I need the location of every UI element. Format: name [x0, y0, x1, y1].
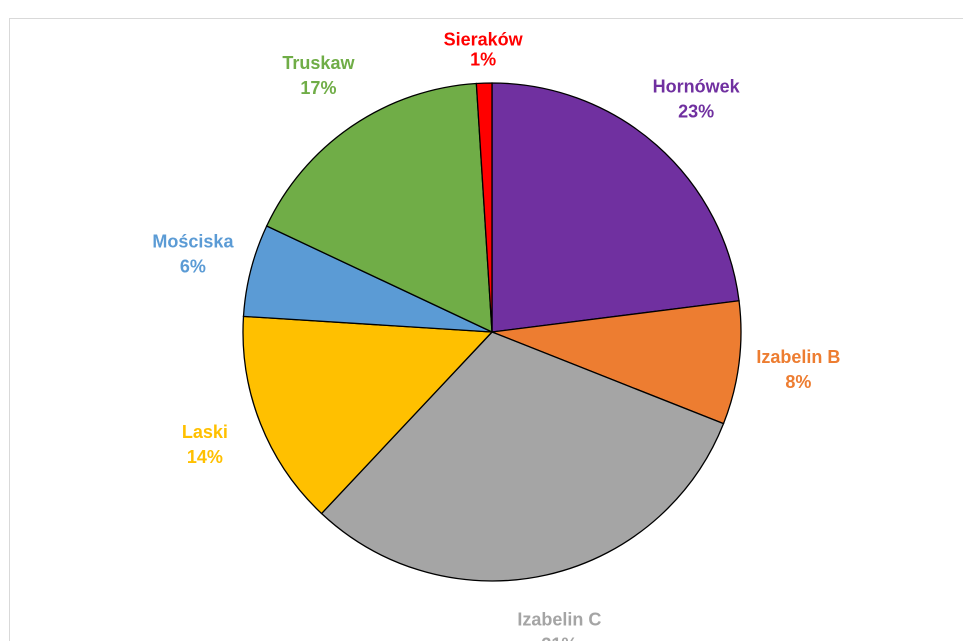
pie-slice: [491, 82, 740, 333]
slice-label: Sieraków: [444, 30, 524, 50]
slice-value-label: 14%: [187, 447, 223, 467]
slice-label: Hornówek: [653, 77, 741, 97]
pie-slice: [242, 315, 494, 515]
slice-value-label: 31%: [541, 635, 577, 641]
slice-value-label: 1%: [470, 49, 496, 69]
slice-label: Mościska: [152, 231, 234, 251]
slice-value-label: 8%: [785, 372, 811, 392]
slice-value-label: 6%: [180, 257, 206, 277]
slice-label: Laski: [182, 422, 228, 442]
pie-slice: [475, 82, 493, 333]
slice-value-label: 17%: [300, 78, 336, 98]
slice-label: Izabelin C: [517, 609, 601, 629]
slice-label: Truskaw: [282, 53, 355, 73]
pie-slice: [265, 82, 493, 334]
slice-value-label: 23%: [678, 102, 714, 122]
slice-label: Izabelin B: [756, 347, 840, 367]
pie-slice: [320, 331, 725, 582]
pie-slice: [491, 300, 742, 425]
